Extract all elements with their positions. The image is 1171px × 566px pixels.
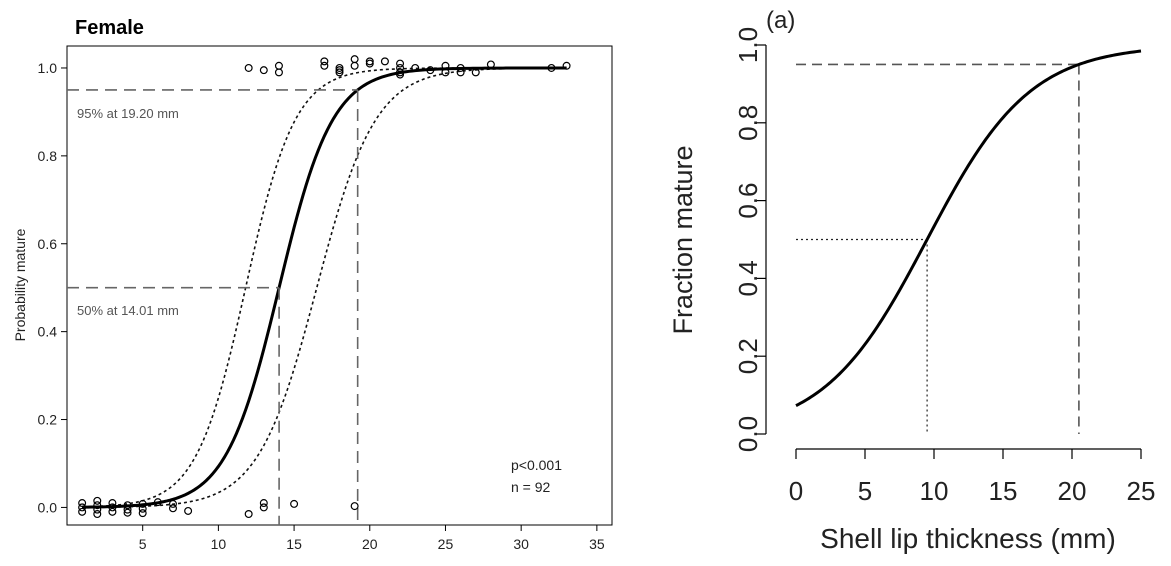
y-tick-label: 0.8: [38, 148, 58, 164]
data-point: [350, 61, 359, 70]
chart-title: Female: [75, 17, 144, 39]
data-point: [93, 501, 102, 510]
data-point: [108, 503, 117, 512]
data-point: [335, 63, 344, 72]
x-tick-label: 20: [362, 536, 378, 552]
annotation-95: 95% at 19.20 mm: [77, 106, 179, 121]
y-tick-label: 0.0: [38, 499, 58, 515]
ci-lower-curve: [82, 67, 567, 509]
x-tick-label: 20: [1058, 476, 1087, 506]
data-point: [562, 61, 571, 70]
y-axis-title: Probability mature: [12, 228, 28, 341]
data-point: [426, 66, 435, 75]
y-tick-label: 0.2: [38, 412, 58, 428]
data-point: [244, 63, 253, 72]
data-point: [547, 63, 556, 72]
annotation-n: n = 92: [511, 479, 551, 495]
y-tick-label: 0.6: [38, 236, 58, 252]
data-point: [123, 501, 132, 510]
fitted-curve: [82, 66, 567, 509]
y-tick-label: 0.0: [733, 416, 763, 452]
data-point: [486, 60, 495, 69]
data-point: [78, 503, 87, 512]
data-point: [396, 70, 405, 79]
data-point: [335, 66, 344, 75]
y-tick-label: 1.0: [733, 27, 763, 63]
x-tick-label: 5: [139, 536, 147, 552]
y-tick-label: 0.4: [38, 324, 58, 340]
data-point: [93, 505, 102, 514]
data-point: [274, 61, 283, 70]
data-point: [396, 59, 405, 68]
data-point: [365, 57, 374, 66]
annotation-50: 50% at 14.01 mm: [77, 303, 179, 318]
data-point: [320, 61, 329, 70]
x-tick-label: 30: [513, 536, 529, 552]
data-point: [411, 63, 420, 72]
y-tick-label: 0.4: [733, 260, 763, 296]
data-point: [123, 508, 132, 517]
data-point: [138, 499, 147, 508]
data-point: [153, 498, 162, 507]
data-point: [350, 502, 359, 511]
annotation-p-value: p<0.001: [511, 457, 562, 473]
x-tick-label: 10: [920, 476, 949, 506]
data-point: [335, 68, 344, 77]
data-point: [456, 68, 465, 77]
data-point: [259, 66, 268, 75]
data-point: [380, 57, 389, 66]
data-point: [108, 507, 117, 516]
data-point: [184, 506, 193, 515]
data-point: [259, 503, 268, 512]
data-point: [441, 68, 450, 77]
data-point: [471, 68, 480, 77]
plot-box: [66, 45, 613, 526]
data-point: [259, 499, 268, 508]
data-point: [93, 510, 102, 519]
data-point: [290, 499, 299, 508]
data-point: [274, 68, 283, 77]
x-tick-label: 25: [1127, 476, 1156, 506]
data-point: [456, 63, 465, 72]
data-point: [78, 499, 87, 508]
x-tick-label: 0: [789, 476, 803, 506]
x-tick-label: 25: [438, 536, 454, 552]
y-tick-label: 0.8: [733, 105, 763, 141]
x-tick-label: 35: [589, 536, 605, 552]
data-point: [93, 496, 102, 505]
y-tick-label: 0.2: [733, 338, 763, 374]
y-axis-title: Fraction mature: [668, 145, 698, 334]
x-tick-label: 15: [989, 476, 1018, 506]
data-point: [138, 504, 147, 513]
data-point: [350, 55, 359, 64]
x-tick-label: 15: [286, 536, 302, 552]
ci-upper-curve: [82, 67, 567, 508]
y-tick-label: 1.0: [38, 60, 58, 76]
data-point: [244, 510, 253, 519]
x-axis-title: Shell lip thickness (mm): [820, 523, 1116, 554]
data-point: [108, 499, 117, 508]
data-point: [78, 507, 87, 516]
data-point: [168, 499, 177, 508]
data-point: [365, 59, 374, 68]
data-point: [396, 68, 405, 77]
data-point: [123, 505, 132, 514]
y-tick-label: 0.6: [733, 183, 763, 219]
data-point: [320, 57, 329, 66]
fitted-curve: [795, 49, 1142, 407]
data-point: [168, 504, 177, 513]
x-tick-label: 5: [858, 476, 872, 506]
data-point: [138, 509, 147, 518]
x-tick-label: 10: [211, 536, 227, 552]
panel-label: (a): [766, 7, 795, 34]
